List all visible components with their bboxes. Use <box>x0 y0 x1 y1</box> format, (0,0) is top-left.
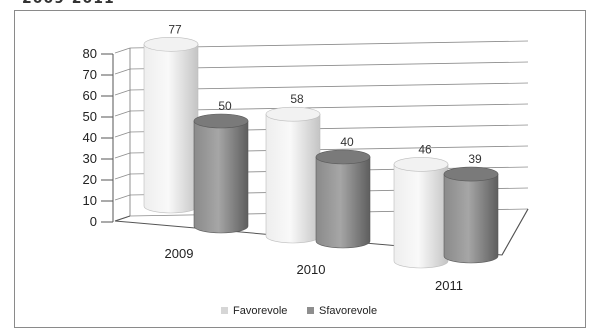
legend-swatch <box>221 307 228 314</box>
gridline-side <box>114 131 131 138</box>
bar-favorevole-2011 <box>393 157 449 269</box>
gridline-side <box>114 173 131 180</box>
cylinder-top <box>393 157 449 172</box>
cylinder-body <box>315 156 371 249</box>
legend-swatch <box>307 307 314 314</box>
y-tick-label: 0 <box>90 214 97 229</box>
x-category-label: 2011 <box>435 278 463 293</box>
bar-favorevole-2010 <box>265 106 321 244</box>
bar-sfavorevole-2011 <box>443 166 499 264</box>
data-label: 40 <box>340 135 354 149</box>
bars-layer <box>143 36 499 269</box>
chart-frame: 0 10 20 30 40 50 60 70 80 77 50 2009 58 40 2010 46 39 20… <box>14 10 586 328</box>
labels-layer: 77 50 2009 58 40 2010 46 39 2011 <box>165 22 482 293</box>
gridline-side <box>114 68 131 75</box>
y-tick-label: 70 <box>83 67 97 82</box>
gridline-side <box>114 89 131 96</box>
cylinder-top <box>193 113 249 129</box>
cylinder-top <box>265 106 321 122</box>
cylinder-body <box>393 164 449 269</box>
legend-label: Sfavorevole <box>319 305 377 317</box>
floor-right-edge <box>501 208 529 256</box>
chart-top-title: 2009-2011 <box>22 0 115 7</box>
bar-favorevole-2009 <box>143 36 199 214</box>
legend: Favorevole Sfavorevole <box>221 305 377 317</box>
cylinder-body <box>143 44 199 214</box>
gridline-side <box>114 47 131 54</box>
axis-layer: 0 10 20 30 40 50 60 70 80 <box>83 46 529 256</box>
y-tick-label: 50 <box>83 109 97 124</box>
cylinder-bar-chart: 0 10 20 30 40 50 60 70 80 77 50 2009 58 40 2010 46 39 20… <box>83 22 529 317</box>
y-tick-label: 60 <box>83 88 97 103</box>
cylinder-top <box>443 166 499 182</box>
cylinder-top <box>315 149 371 165</box>
y-tick-label: 80 <box>83 46 97 61</box>
y-tick-label: 20 <box>83 172 97 187</box>
y-tick-label: 30 <box>83 151 97 166</box>
data-label: 77 <box>168 22 182 36</box>
cylinder-top <box>143 36 199 52</box>
gridline-side <box>114 194 131 201</box>
bar-sfavorevole-2009 <box>193 113 249 234</box>
gridline-side <box>114 152 131 159</box>
cylinder-body <box>443 173 499 264</box>
x-category-label: 2010 <box>297 262 326 277</box>
gridline-side <box>114 110 131 117</box>
cylinder-body <box>265 113 321 244</box>
data-label: 58 <box>290 92 304 106</box>
data-label: 39 <box>468 152 482 166</box>
data-label: 50 <box>218 99 232 113</box>
bar-sfavorevole-2010 <box>315 149 371 249</box>
x-category-label: 2009 <box>165 246 194 261</box>
legend-label: Favorevole <box>233 305 287 317</box>
cylinder-body <box>193 120 249 234</box>
y-tick-label: 40 <box>83 130 97 145</box>
data-label: 46 <box>418 142 432 156</box>
y-tick-label: 10 <box>83 193 97 208</box>
